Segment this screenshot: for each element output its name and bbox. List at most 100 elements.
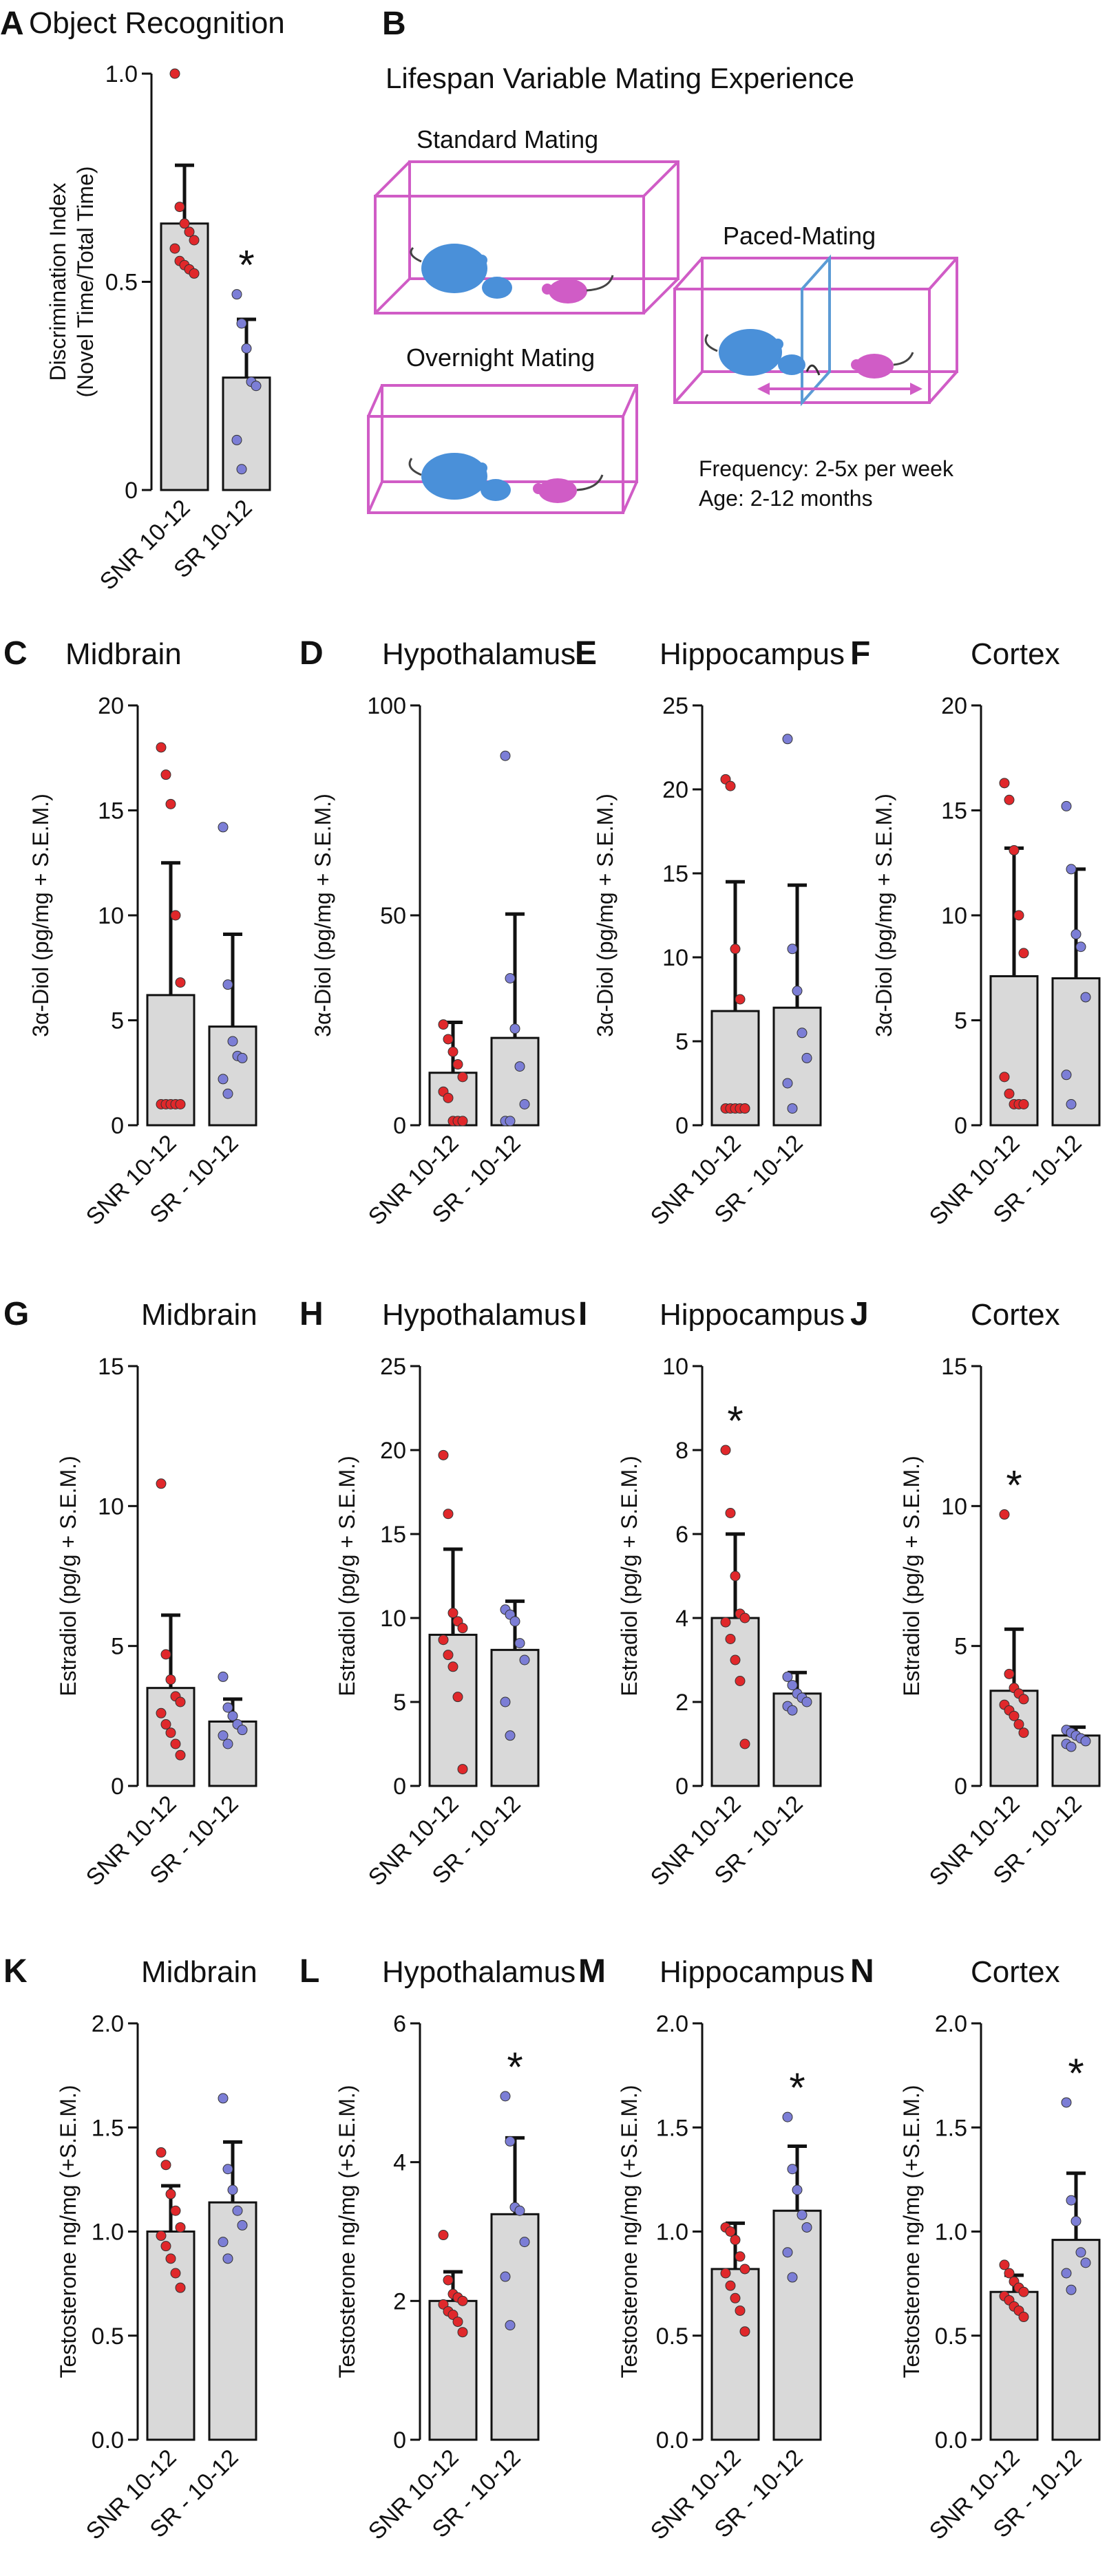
data-point <box>999 2259 1010 2270</box>
data-point <box>1075 941 1086 952</box>
panel-b-label: B <box>382 6 406 42</box>
data-point <box>165 2253 176 2264</box>
paced-mating-label: Paced-Mating <box>723 222 876 250</box>
chart-panel-i: I Hippocampus 0 2 4 6 8 10 Estradiol (pg/g + S.E… <box>578 1296 845 1891</box>
data-point <box>231 289 242 300</box>
bar <box>772 2209 822 2441</box>
y-tick-label: 2 <box>393 2288 406 2314</box>
y-tick-label: 10 <box>941 903 967 929</box>
overnight-mice-icon <box>408 453 604 503</box>
panel-label: M <box>578 1953 606 1990</box>
data-point <box>999 1072 1010 1083</box>
data-point <box>797 1028 808 1039</box>
y-tick-label: 20 <box>98 693 124 719</box>
bar <box>428 2299 478 2441</box>
data-point <box>231 434 242 445</box>
data-point <box>782 2247 793 2258</box>
data-point <box>170 1738 181 1749</box>
data-point <box>505 1116 516 1127</box>
data-point <box>787 1680 798 1691</box>
y-axis-label: Testosterone ng/mg (+S.E.M.) <box>56 2085 81 2378</box>
y-tick-label: 20 <box>380 1438 406 1464</box>
data-point <box>739 1612 750 1624</box>
standard-mice-icon <box>410 244 614 304</box>
data-point <box>792 986 803 997</box>
significance-marker: * <box>789 2065 805 2111</box>
data-point <box>251 381 262 392</box>
data-point <box>505 2136 516 2147</box>
panel-label: J <box>850 1296 869 1332</box>
y-tick-label: 8 <box>675 1438 688 1464</box>
data-point <box>156 1707 167 1718</box>
y-tick-label: 6 <box>675 1522 688 1548</box>
y-tick-label: 10 <box>662 1354 688 1380</box>
chart-panel-h: H Hypothalamus 0 5 10 15 20 25 Estradiol (pg/g +… <box>299 1296 576 1891</box>
data-point <box>160 2160 171 2171</box>
y-axis-label: 3α-Diol (pg/mg + S.E.M.) <box>593 794 618 1037</box>
y-axis-label: Estradiol (pg/g + S.E.M.) <box>899 1456 924 1696</box>
data-point <box>457 1116 468 1127</box>
data-point <box>782 1671 793 1682</box>
chart-panel-c: C Midbrain 0 5 10 15 20 3α-Diol (pg/mg + S.E.M.… <box>3 635 257 1231</box>
data-point <box>1080 992 1091 1003</box>
y-tick-label: 2 <box>675 1690 688 1716</box>
data-point <box>170 2268 181 2279</box>
y-axis-label: Testosterone ng/mg (+S.E.M.) <box>335 2085 359 2378</box>
data-point <box>438 1019 449 1030</box>
overnight-cage <box>367 384 638 514</box>
data-point <box>218 1671 229 1682</box>
data-point <box>175 2222 186 2233</box>
data-point <box>457 2327 468 2338</box>
data-point <box>218 822 229 833</box>
y-tick-label: 2.0 <box>935 2011 967 2037</box>
data-point <box>1018 948 1029 959</box>
data-point <box>222 979 233 990</box>
chart-title: Hippocampus <box>660 1955 845 1989</box>
chart-panel-k: K Midbrain 0.0 0.5 1.0 1.5 2.0 Testosterone ng/… <box>3 1953 257 2545</box>
y-tick-label: 0 <box>954 1113 967 1139</box>
data-point <box>725 1634 736 1644</box>
y-tick-label: 15 <box>98 1354 124 1380</box>
y-axis-label: 3α-Diol (pg/mg + S.E.M.) <box>28 794 53 1037</box>
category-label: SNR 10-12 <box>95 495 196 595</box>
data-point <box>438 1635 449 1646</box>
y-tick-label: 1.5 <box>935 2115 967 2141</box>
data-point <box>797 2209 808 2220</box>
y-tick-label: 5 <box>393 1690 406 1716</box>
y-tick-label: 50 <box>380 903 406 929</box>
y-axis-label: 3α-Diol (pg/mg + S.E.M.) <box>310 794 335 1037</box>
panel-label: H <box>299 1296 324 1332</box>
y-tick-label: 5 <box>954 1634 967 1660</box>
chart-title: Object Recognition <box>29 6 285 40</box>
data-point <box>1066 1741 1077 1752</box>
y-tick-label: 0.5 <box>92 2323 124 2350</box>
data-point <box>169 243 180 254</box>
y-tick-label: 1.5 <box>656 2115 688 2141</box>
y-tick-label: 0.0 <box>656 2427 688 2453</box>
significance-marker: * <box>1068 2050 1084 2096</box>
data-point <box>792 2184 803 2195</box>
data-point <box>1013 1719 1024 1730</box>
data-point <box>160 1649 171 1660</box>
data-point <box>443 1092 454 1103</box>
y-tick-label: 5 <box>111 1634 124 1660</box>
panel-b-illustration: B Lifespan Variable Mating Experience St… <box>367 6 958 514</box>
y-tick-label: 0 <box>393 1774 406 1800</box>
bar <box>208 2201 257 2441</box>
data-point <box>1066 864 1077 875</box>
panel-label: G <box>3 1296 29 1332</box>
y-tick-label: 4 <box>393 2150 406 2176</box>
bar <box>490 1648 540 1787</box>
y-axis-label: Estradiol (pg/g + S.E.M.) <box>617 1456 642 1696</box>
data-point <box>170 2205 181 2216</box>
data-point <box>505 2320 516 2331</box>
bar <box>989 2290 1039 2441</box>
data-point <box>160 769 171 780</box>
y-axis-label: Estradiol (pg/g + S.E.M.) <box>56 1456 81 1696</box>
overnight-mating-label: Overnight Mating <box>406 343 595 372</box>
bar <box>1051 2239 1101 2441</box>
data-point <box>222 1702 233 1713</box>
y-tick-label: 2.0 <box>92 2011 124 2037</box>
chart-title: Hypothalamus <box>382 1298 576 1332</box>
y-tick-label: 0.0 <box>92 2427 124 2453</box>
